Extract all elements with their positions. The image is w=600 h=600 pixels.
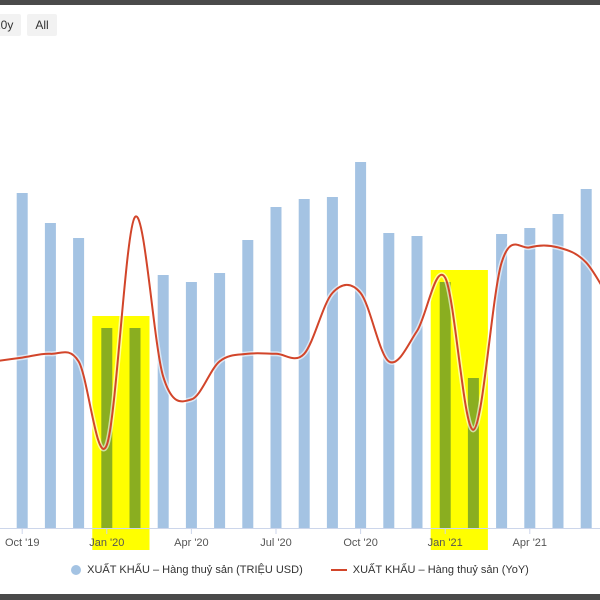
- bar[interactable]: [44, 223, 56, 528]
- legend-item-line[interactable]: XUẤT KHẨU – Hàng thuỷ sản (YoY): [330, 564, 529, 576]
- range-selector: 10y All: [0, 14, 57, 36]
- bar[interactable]: [242, 240, 254, 528]
- bar[interactable]: [73, 238, 85, 528]
- legend-bar-label: XUẤT KHẨU – Hàng thuỷ sản (TRIỆU USD): [87, 564, 303, 576]
- x-tick-label: Oct '20: [343, 537, 378, 549]
- legend-bar-marker: [71, 565, 82, 575]
- bar[interactable]: [524, 228, 536, 528]
- x-tick-label: Jul '20: [260, 537, 291, 549]
- bar[interactable]: [157, 275, 169, 528]
- bar[interactable]: [467, 378, 479, 528]
- x-tick-label: Jan '21: [428, 537, 463, 549]
- bar[interactable]: [355, 162, 367, 528]
- bars-layer: [16, 162, 592, 528]
- legend-line-label: XUẤT KHẨU – Hàng thuỷ sản (YoY): [352, 564, 529, 576]
- legend-line-marker: [330, 569, 347, 571]
- yoy-line[interactable]: [0, 215, 600, 450]
- bar[interactable]: [411, 236, 423, 528]
- bar[interactable]: [214, 273, 226, 528]
- x-tick-label: Jan '20: [89, 537, 124, 549]
- range-all-button[interactable]: All: [27, 14, 57, 36]
- bar[interactable]: [439, 282, 451, 528]
- x-tick-label: Apr '20: [174, 537, 209, 549]
- bar[interactable]: [580, 189, 592, 528]
- bar[interactable]: [383, 233, 395, 528]
- line-layer: [0, 214, 600, 452]
- bar[interactable]: [185, 282, 197, 528]
- chart: Oct '19 Jan '20 Apr '20 Jul '20 Oct '20 Jan '…: [0, 162, 600, 550]
- x-axis: Oct '19 Jan '20 Apr '20 Jul '20 Oct '20 Jan '…: [0, 528, 600, 549]
- range-10y-button[interactable]: 10y: [0, 14, 22, 36]
- window-frame-bottom: [0, 594, 600, 600]
- window-frame-top: [0, 0, 600, 5]
- bar[interactable]: [298, 199, 310, 528]
- bar[interactable]: [129, 328, 141, 528]
- x-tick-label: Apr '21: [513, 537, 548, 549]
- bar[interactable]: [496, 234, 508, 528]
- bar[interactable]: [552, 214, 564, 528]
- bar[interactable]: [326, 197, 338, 528]
- bar[interactable]: [16, 193, 28, 528]
- legend-item-bars[interactable]: XUẤT KHẨU – Hàng thuỷ sản (TRIỆU USD): [71, 564, 303, 576]
- legend: XUẤT KHẨU – Hàng thuỷ sản (TRIỆU USD) XU…: [0, 560, 600, 580]
- bar[interactable]: [101, 328, 113, 528]
- bar[interactable]: [270, 207, 282, 528]
- x-tick-label: Oct '19: [5, 537, 40, 549]
